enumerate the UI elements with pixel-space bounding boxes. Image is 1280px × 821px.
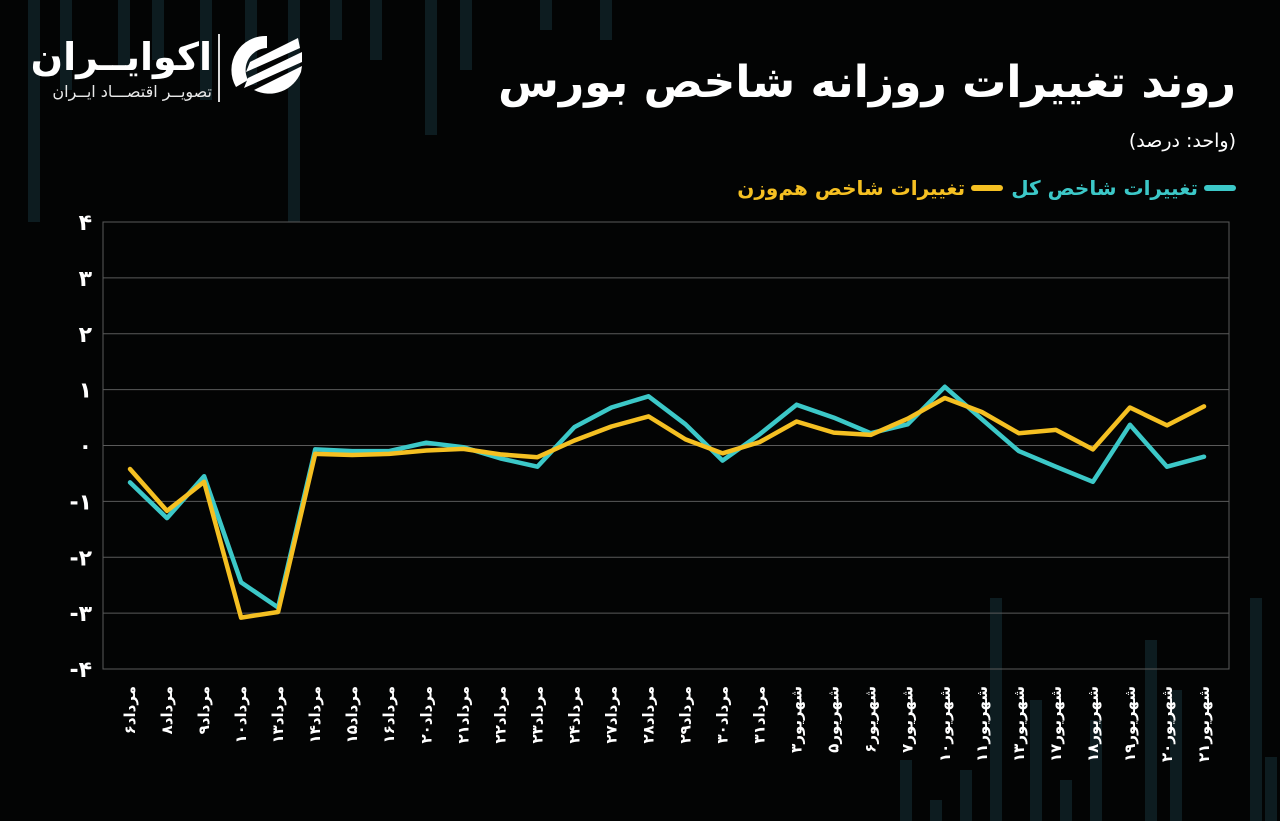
background-bar	[1030, 700, 1042, 821]
background-bar	[370, 0, 382, 60]
x-tick-label: شهریور۵	[825, 686, 843, 753]
legend-item-total-index: تغییرات شاخص کل	[1011, 176, 1236, 200]
x-tick-label: شهریور۷	[899, 686, 917, 753]
background-bar	[152, 0, 164, 60]
background-bar	[1060, 780, 1072, 821]
x-tick-label: شهریور۲۰	[1158, 686, 1176, 762]
legend-label-equal-weight: تغییرات شاخص هم‌وزن	[737, 176, 966, 200]
x-tick-label: شهریور۱۱	[973, 686, 991, 762]
brand-mark-icon	[231, 35, 302, 94]
background-bar	[1145, 640, 1157, 821]
equal-weight-index-line	[127, 395, 1207, 620]
x-tick-label: شهریور۶	[862, 686, 880, 753]
x-tick-label: مرداد۳۰	[714, 686, 732, 743]
x-tick-label: مرداد۶	[121, 686, 139, 734]
y-tick-label: ۲	[79, 323, 93, 348]
background-bar	[1090, 720, 1102, 821]
x-tick-label: شهریور۱۰	[936, 686, 954, 762]
y-tick-label: ۳	[79, 267, 93, 292]
chart-unit: (واحد: درصد)	[1128, 130, 1236, 152]
x-tick-label: مرداد۲۲	[491, 686, 509, 743]
y-tick-label: -۴	[69, 658, 92, 683]
chart-title: روند تغییرات روزانه شاخص بورس	[498, 57, 1236, 108]
x-tick-label: شهریور۱۷	[1047, 686, 1065, 762]
x-tick-label: مرداد۲۹	[677, 686, 695, 743]
background-bar	[600, 0, 612, 40]
x-tick-label: مرداد۱۵	[343, 686, 361, 743]
legend-swatch-total-index	[1204, 185, 1236, 191]
background-bar	[1265, 757, 1277, 821]
y-tick-label: ۰	[79, 435, 92, 460]
background-bar	[990, 598, 1002, 821]
y-tick-label: ۴	[79, 211, 92, 236]
background-bar	[930, 800, 942, 821]
x-tick-label: مرداد۱۰	[232, 686, 250, 743]
legend-item-equal-weight: تغییرات شاخص هم‌وزن	[737, 176, 1004, 200]
background-bar	[460, 0, 472, 70]
total-index-line	[127, 384, 1207, 610]
background-bar	[960, 770, 972, 821]
background-bar	[1170, 690, 1182, 821]
y-tick-label: -۳	[69, 602, 92, 627]
x-tick-label: مرداد۳۱	[751, 686, 769, 743]
x-tick-label: شهریور۱۹	[1121, 686, 1139, 762]
chart-lines	[127, 384, 1207, 620]
background-bar	[330, 0, 342, 40]
brand-tagline: تصویــر اقتصـــاد ایــران	[52, 82, 212, 101]
y-tick-label: -۱	[69, 490, 92, 515]
x-tick-label: مرداد۱۳	[269, 686, 287, 743]
background-bar	[60, 0, 72, 90]
background-bar	[540, 0, 552, 30]
y-axis-ticks: ۴ ۳ ۲ ۱ ۰ -۱ -۲ -۳ -۴	[69, 211, 92, 683]
x-tick-label: شهریور۱۸	[1084, 686, 1102, 762]
brand-logo: اکوایــران تصویــر اقتصـــاد ایــران	[30, 30, 310, 110]
legend-swatch-equal-weight	[971, 185, 1004, 191]
x-tick-label: مرداد۲۳	[528, 686, 546, 743]
x-tick-label: شهریور۲۱	[1195, 686, 1213, 762]
legend-label-total-index: تغییرات شاخص کل	[1011, 176, 1198, 200]
y-tick-label: -۲	[69, 546, 92, 571]
x-tick-label: مرداد۲۸	[639, 686, 657, 743]
x-tick-label: شهریور۱۳	[1010, 686, 1028, 762]
x-tick-label: مرداد۲۷	[602, 686, 620, 743]
background-bar	[28, 0, 40, 222]
x-tick-label: مرداد۱۴	[306, 686, 324, 743]
x-tick-label: مرداد۱۶	[380, 686, 398, 743]
logo-divider	[218, 34, 220, 102]
x-axis-ticks: مرداد۶ مرداد۸ مرداد۹ مرداد۱۰ مرداد۱۳ مرداد۱۴ م…	[121, 686, 1213, 762]
x-tick-label: مرداد۹	[195, 686, 213, 734]
background-bar	[900, 760, 912, 821]
x-tick-label: مرداد۲۱	[454, 686, 472, 743]
background-bar	[425, 0, 437, 135]
y-tick-label: ۱	[79, 379, 92, 404]
brand-name: اکوایــران	[30, 35, 212, 79]
x-tick-label: شهریور۳	[788, 686, 806, 753]
background-bar	[118, 0, 130, 70]
x-tick-label: مرداد۸	[158, 686, 176, 734]
x-tick-label: مرداد۲۰	[417, 686, 435, 743]
background-bar	[200, 0, 212, 100]
chart-legend: تغییرات شاخص کل تغییرات شاخص هم‌وزن	[737, 176, 1236, 200]
chart-grid	[102, 221, 1230, 670]
background-bar	[1250, 598, 1262, 821]
x-tick-label: مرداد۲۴	[565, 686, 583, 743]
